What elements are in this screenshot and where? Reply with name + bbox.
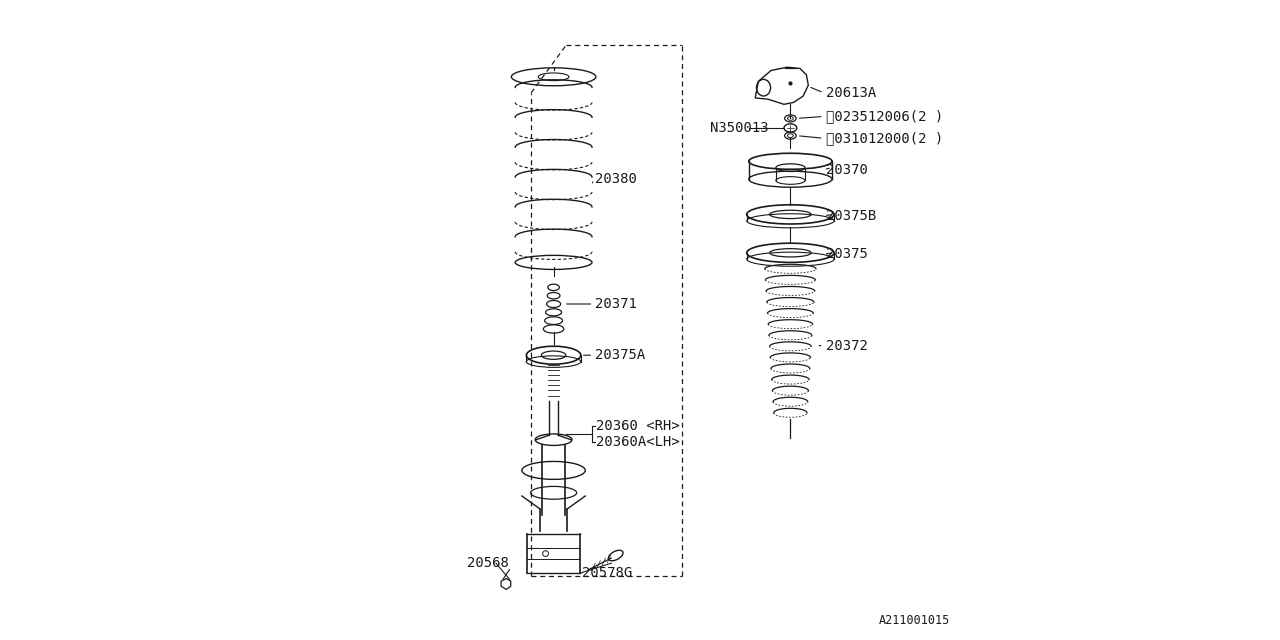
Text: 20371: 20371 [595, 297, 637, 311]
Text: 20372: 20372 [826, 339, 868, 353]
Text: 20360 <RH>: 20360 <RH> [596, 419, 680, 433]
Text: 20375: 20375 [826, 247, 868, 261]
Text: Ⓢ031012000(2 ): Ⓢ031012000(2 ) [826, 131, 943, 145]
Text: 20568: 20568 [467, 556, 509, 570]
Text: 20380: 20380 [595, 172, 637, 186]
Text: A211001015: A211001015 [879, 614, 950, 627]
Text: Ⓝ023512006(2 ): Ⓝ023512006(2 ) [826, 109, 943, 124]
Text: 20613A: 20613A [826, 86, 876, 100]
Text: 20375A: 20375A [595, 348, 645, 362]
Text: 20375B: 20375B [826, 209, 876, 223]
Text: 20578G: 20578G [582, 566, 632, 580]
Text: 20360A<LH>: 20360A<LH> [596, 435, 680, 449]
Text: N350013: N350013 [710, 121, 769, 135]
Text: 20370: 20370 [826, 163, 868, 177]
